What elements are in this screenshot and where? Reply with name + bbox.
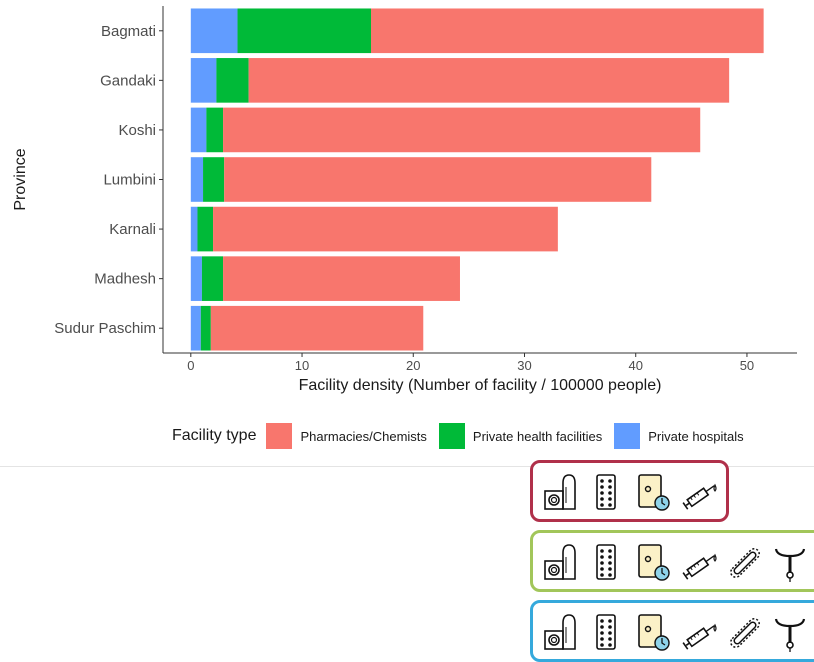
- pill-pack-icon: [596, 614, 616, 650]
- condom-icon: [544, 474, 576, 510]
- legend-item-pharmacies: Pharmacies/Chemists: [266, 423, 427, 449]
- emergency-pill-icon: [638, 474, 670, 511]
- condom-icon: [544, 614, 576, 650]
- legend-label-private-health-facilities: Private health facilities: [472, 428, 603, 444]
- legend-item-private-health-facilities: Private health facilities: [438, 423, 603, 449]
- legend-item-private-hospitals: Private hospitals: [614, 423, 744, 449]
- injection-icon: [682, 623, 717, 650]
- bar-segment: [200, 305, 211, 351]
- x-tick-label: 50: [740, 358, 754, 373]
- x-tick-label: 40: [628, 358, 642, 373]
- y-tick-label: Madhesh: [94, 271, 156, 288]
- bar-segment: [203, 157, 225, 202]
- bar-segment: [197, 206, 214, 252]
- legend-label-pharmacies: Pharmacies/Chemists: [300, 428, 427, 444]
- y-tick-label: Koshi: [118, 122, 156, 139]
- x-tick-label: 20: [406, 358, 420, 373]
- iud-icon: [774, 548, 806, 582]
- bar-segment: [190, 107, 207, 153]
- bar-segment: [190, 256, 202, 301]
- bar-segment: [224, 157, 652, 202]
- y-tick-label: Gandaki: [100, 72, 156, 89]
- iud-icon: [774, 618, 806, 652]
- x-tick-label: 10: [295, 358, 309, 373]
- pill-pack-icon: [596, 474, 616, 510]
- condom-icon: [544, 544, 576, 580]
- legend: Facility type Pharmacies/Chemists Privat…: [172, 423, 756, 449]
- stacked-bar-chart: Bagmati Gandaki Koshi Lumbini Karnali Madhesh…: [12, 6, 797, 394]
- injection-icon: [682, 553, 717, 580]
- y-tick-label: Lumbini: [103, 172, 156, 189]
- bar-segment: [223, 107, 701, 153]
- bar-segment: [223, 256, 460, 301]
- pill-pack-icon: [596, 544, 616, 580]
- legend-swatch-private-hospitals: [614, 423, 641, 449]
- bar-segment: [370, 8, 764, 54]
- divider: [0, 466, 814, 467]
- bar-segment: [190, 58, 217, 103]
- method-panel: [530, 530, 814, 592]
- legend-swatch-private-health-facilities: [438, 423, 465, 449]
- bar-segment: [190, 206, 198, 252]
- bar-segment: [201, 256, 224, 301]
- bar-segment: [190, 8, 238, 54]
- bar-segment: [190, 305, 201, 351]
- implant-icon: [730, 618, 760, 648]
- method-panel: [530, 460, 729, 522]
- method-icons: [544, 544, 806, 582]
- emergency-pill-icon: [638, 544, 670, 581]
- bar-segment: [216, 58, 249, 103]
- legend-swatch-pharmacies: [266, 423, 293, 449]
- bar-segment: [213, 206, 558, 252]
- bar-segment: [190, 157, 204, 202]
- y-tick-label: Bagmati: [101, 23, 156, 40]
- legend-title: Facility type: [172, 427, 257, 444]
- bar-segment: [237, 8, 371, 54]
- x-axis-label: Facility density (Number of facility / 1…: [299, 377, 662, 394]
- y-tick-label: Sudur Paschim: [54, 320, 156, 337]
- method-icons: [544, 474, 717, 511]
- injection-icon: [682, 483, 717, 510]
- legend-label-private-hospitals: Private hospitals: [648, 428, 744, 444]
- implant-icon: [730, 548, 760, 578]
- x-tick-label: 0: [187, 358, 194, 373]
- y-tick-label: Karnali: [109, 221, 156, 238]
- bar-segment: [210, 305, 424, 351]
- x-tick-label: 30: [517, 358, 531, 373]
- bar-segment: [248, 58, 730, 103]
- bar-segment: [206, 107, 224, 153]
- method-icons: [544, 614, 806, 652]
- method-panel: [530, 600, 814, 662]
- emergency-pill-icon: [638, 614, 670, 651]
- y-axis-label: Province: [12, 148, 29, 210]
